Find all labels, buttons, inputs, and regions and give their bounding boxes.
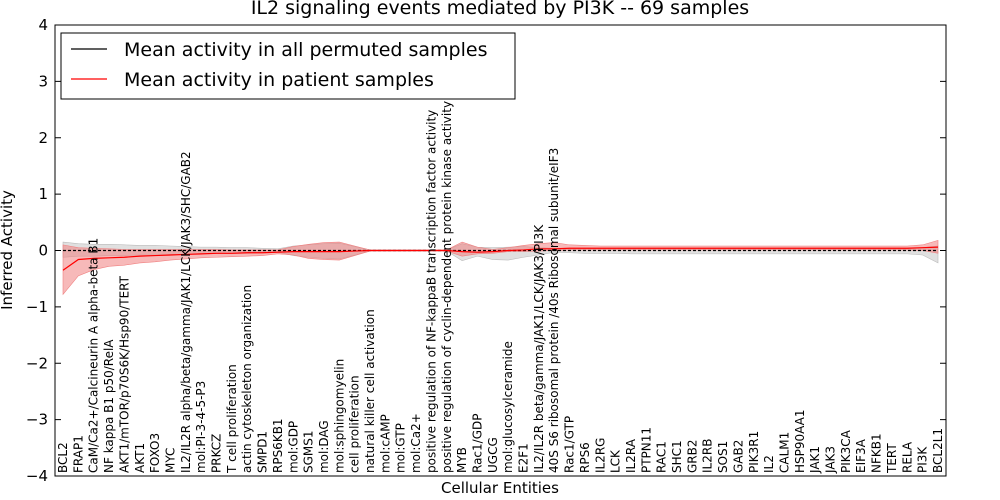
y-tick-label: 2 [38,129,48,147]
category-label: SOS1 [716,441,730,473]
y-tick-label: 3 [38,72,48,90]
chart-title: IL2 signaling events mediated by PI3K --… [251,0,749,19]
y-axis-label: Inferred Activity [0,190,16,310]
y-tick-label: −2 [26,354,48,372]
category-label: GAB2 [731,440,745,473]
category-label: BCL2L1 [931,428,945,473]
category-label: JAK3 [824,446,838,474]
category-label: mol:PI-3-4-5-P3 [194,381,208,473]
legend: Mean activity in all permuted samples Me… [60,32,516,100]
category-label: mol:GTP [394,423,408,473]
category-label: SGMS1 [302,430,316,473]
category-label: SHC1 [670,440,684,473]
category-label: JAK1 [808,446,822,474]
category-label: PRKCZ [210,434,224,473]
category-label: AKT1/mTOR/p70S6K/Hsp90/TERT [117,275,131,473]
category-label: mol:cAMP [378,414,392,473]
y-tick-label: −3 [26,411,48,429]
plot-frame [54,24,947,477]
category-label: BCL2 [56,442,70,473]
legend-box [60,32,516,100]
category-label: positive regulation of NF-kappaB transcr… [424,110,438,473]
legend-entry-permuted: Mean activity in all permuted samples [124,39,487,61]
x-axis-label: Cellular Entities [441,479,559,497]
category-label: 40S S6 ribosomal protein /40s Ribosomal … [547,148,561,473]
category-label: mol:sphingomyelin [332,359,346,473]
category-label: MYC [163,448,177,473]
series-lines [62,246,939,271]
category-label: cell proliferation [348,375,362,473]
category-label: CaM/Ca2+/Calcineurin A alpha-beta B1 [87,238,101,473]
category-label: RAC1 [655,441,669,473]
category-label: natural killer cell activation [363,309,377,473]
y-tick-label: −4 [26,467,48,485]
category-label: EIF3A [854,438,868,473]
category-label: IL2RB [701,439,715,473]
category-label: mol:glucosylceramide [501,341,515,473]
category-label: actin cytoskeleton organization [240,285,254,473]
category-label: LCK [609,449,623,473]
category-label: IL2 [762,455,776,473]
category-label: PI3K [916,446,930,473]
category-label: mol:Ca2+ [409,413,423,473]
category-label: T cell proliferation [225,364,239,474]
category-label: NFKB1 [870,433,884,473]
category-label: IL2RA [624,438,638,473]
category-label: MYB [455,447,469,473]
category-label: PIK3R1 [747,431,761,473]
category-label: AKT1 [133,443,147,473]
y-tick-label: 1 [38,185,48,203]
category-label: RPS6KB1 [271,418,285,473]
y-tick-label: 0 [38,242,48,260]
category-label: FRAP1 [71,435,85,473]
patient-band [62,239,939,296]
category-label: FOXO3 [148,433,162,473]
category-label: HSP90AA1 [793,409,807,473]
category-label: CALM1 [777,432,791,473]
category-label: NF kappa B1 p50/RelA [102,339,116,473]
category-label: Rac1/GDP [470,414,484,473]
category-label: RELA [900,441,914,473]
category-label: TERT [885,443,899,474]
category-label: IL2/IL2R alpha/beta/gamma/JAK1/LCK/JAK3/… [179,151,193,473]
category-label: IL2/IL2R beta/gamma/JAK1/LCK/JAK3/PI3K [532,224,546,473]
category-label: E2F1 [517,443,531,473]
category-labels: BCL2 FRAP1 CaM/Ca2+/Calcineurin A alpha-be… [56,101,945,474]
category-label: mol:DAG [317,420,331,473]
patient-mean-line [62,246,939,271]
category-label: IL2RG [593,438,607,474]
category-label: PTPN11 [639,427,653,473]
y-tick-label: −1 [26,298,48,316]
category-label: GRB2 [685,439,699,473]
category-label: PIK3CA [839,429,853,473]
legend-entry-patient: Mean activity in patient samples [124,69,434,91]
y-tick-label: 4 [38,16,48,34]
category-label: SMPD1 [256,431,270,473]
category-label: UGCG [486,437,500,473]
category-label: mol:GDP [286,421,300,473]
category-label: positive regulation of cyclin-dependent … [440,101,454,473]
y-axis-ticks: −4 −3 −2 −1 0 1 2 3 4 [26,16,946,485]
category-label: Rac1/GTP [563,416,577,473]
category-label: RPS6 [578,442,592,473]
confidence-bands [62,239,939,296]
